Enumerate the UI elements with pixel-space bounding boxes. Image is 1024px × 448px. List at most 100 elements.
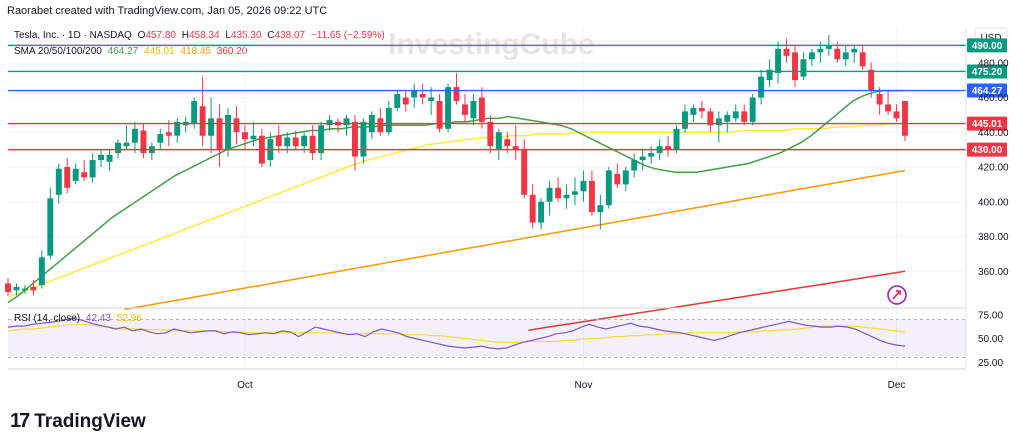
candle-body: [13, 286, 20, 291]
instrument-legend: Tesla, Inc. · 1D · NASDAQ O457.80 H458.3…: [14, 30, 388, 41]
candle-body: [614, 173, 621, 185]
candle-body: [648, 153, 655, 157]
candle-body: [55, 168, 62, 195]
candle-body: [521, 149, 528, 195]
candle-body: [808, 52, 815, 60]
change-value: −11.65 (−2.59%): [310, 30, 385, 41]
candle-body: [724, 114, 731, 122]
level-label: 475.20: [972, 67, 1003, 78]
candle-body: [343, 118, 350, 126]
candle-body: [377, 118, 384, 133]
brand-name: TradingView: [34, 410, 146, 432]
candle-body: [106, 154, 113, 162]
candle-body: [402, 97, 409, 105]
sma50-line: [7, 122, 905, 299]
sma20-value: 464.27: [107, 46, 139, 57]
candle-body: [284, 137, 291, 147]
candle-body: [842, 52, 849, 60]
high-value: 458.34: [188, 30, 220, 41]
candle-body: [893, 111, 900, 119]
candle-body: [555, 187, 562, 199]
y-tick-label: 480.00: [978, 58, 1009, 69]
candle-body: [622, 170, 629, 185]
rsi-legend-label: RSI (14, close): [14, 313, 81, 324]
candle-body: [445, 87, 451, 129]
open-label: O: [137, 30, 146, 41]
candle-body: [225, 114, 231, 150]
rsi-tick-label: 25.00: [978, 358, 1003, 369]
candle-body: [436, 100, 443, 129]
candle-body: [783, 48, 790, 56]
candle-body: [309, 135, 316, 154]
candle-body: [792, 52, 798, 81]
candle-body: [470, 100, 477, 119]
candle-body: [572, 191, 578, 195]
sma100-value: 418.45: [180, 46, 211, 57]
low-value: 435.30: [230, 30, 262, 41]
candle-body: [605, 170, 612, 206]
level-label-box: [967, 116, 1007, 131]
candle-body: [64, 167, 71, 188]
candle-body: [834, 48, 841, 60]
candle-body: [47, 198, 54, 256]
rsi-tick-label: 50.00: [978, 334, 1003, 345]
candle-body: [775, 48, 782, 74]
candle-body: [478, 97, 485, 122]
candle-body: [859, 52, 866, 67]
tradingview-brand[interactable]: 17 TradingView: [10, 410, 146, 433]
candle-body: [216, 118, 223, 150]
candle-body: [233, 118, 240, 133]
y-tick-label: 460.00: [978, 93, 1009, 104]
candle-body: [673, 128, 680, 150]
sma100-line: [124, 169, 906, 311]
candle-body: [707, 111, 714, 126]
candle-body: [698, 107, 705, 112]
candle-body: [174, 121, 181, 136]
replay-icon-ring: [887, 285, 907, 305]
candle-body: [241, 132, 248, 140]
replay-icon[interactable]: [887, 285, 907, 305]
sma200-line: [528, 270, 906, 332]
candle-body: [131, 128, 138, 143]
candle-body: [385, 107, 392, 133]
level-label: 490.00: [972, 41, 1003, 52]
candle-body: [885, 104, 892, 112]
rsi-value: 42.43: [85, 313, 111, 324]
candle-body: [851, 48, 858, 53]
candle-body: [30, 286, 37, 291]
candle-body: [682, 111, 688, 129]
candle-body: [191, 100, 198, 124]
candle-body: [665, 146, 672, 150]
candle-body: [165, 132, 172, 136]
rsi-legend: RSI (14, close) 42.43 52.96: [14, 313, 145, 324]
close-value: 438.07: [274, 30, 306, 41]
candle-body: [690, 107, 697, 115]
high-label: H: [181, 30, 189, 41]
x-tick-label: Dec: [888, 380, 906, 391]
candle-body: [868, 69, 875, 91]
investingcube-watermark: InvestingCube: [388, 28, 595, 61]
sma200-value: 360.20: [216, 46, 248, 57]
y-tick-label: 420.00: [978, 163, 1009, 174]
candle-body: [529, 194, 536, 223]
candle-body: [123, 142, 130, 147]
x-tick-label: Oct: [237, 380, 253, 391]
sma20-line: [7, 89, 905, 304]
candle-body: [72, 168, 79, 181]
candle-body: [563, 194, 570, 199]
rsi-line: [7, 317, 906, 350]
candle-body: [5, 283, 11, 293]
replay-icon-arrow: [892, 290, 901, 300]
candle-body: [588, 180, 595, 213]
x-tick-label: Nov: [575, 380, 593, 391]
candle-body: [495, 132, 502, 150]
instrument-name: Tesla, Inc. · 1D · NASDAQ: [14, 30, 132, 41]
level-label-box: [967, 83, 1007, 98]
candle-body: [275, 135, 282, 147]
level-label: 430.00: [972, 145, 1003, 156]
candle-body: [98, 154, 105, 161]
y-tick-label: 400.00: [978, 197, 1009, 208]
rsi-ma-value: 52.96: [116, 313, 142, 324]
level-label-box: [967, 38, 1007, 53]
